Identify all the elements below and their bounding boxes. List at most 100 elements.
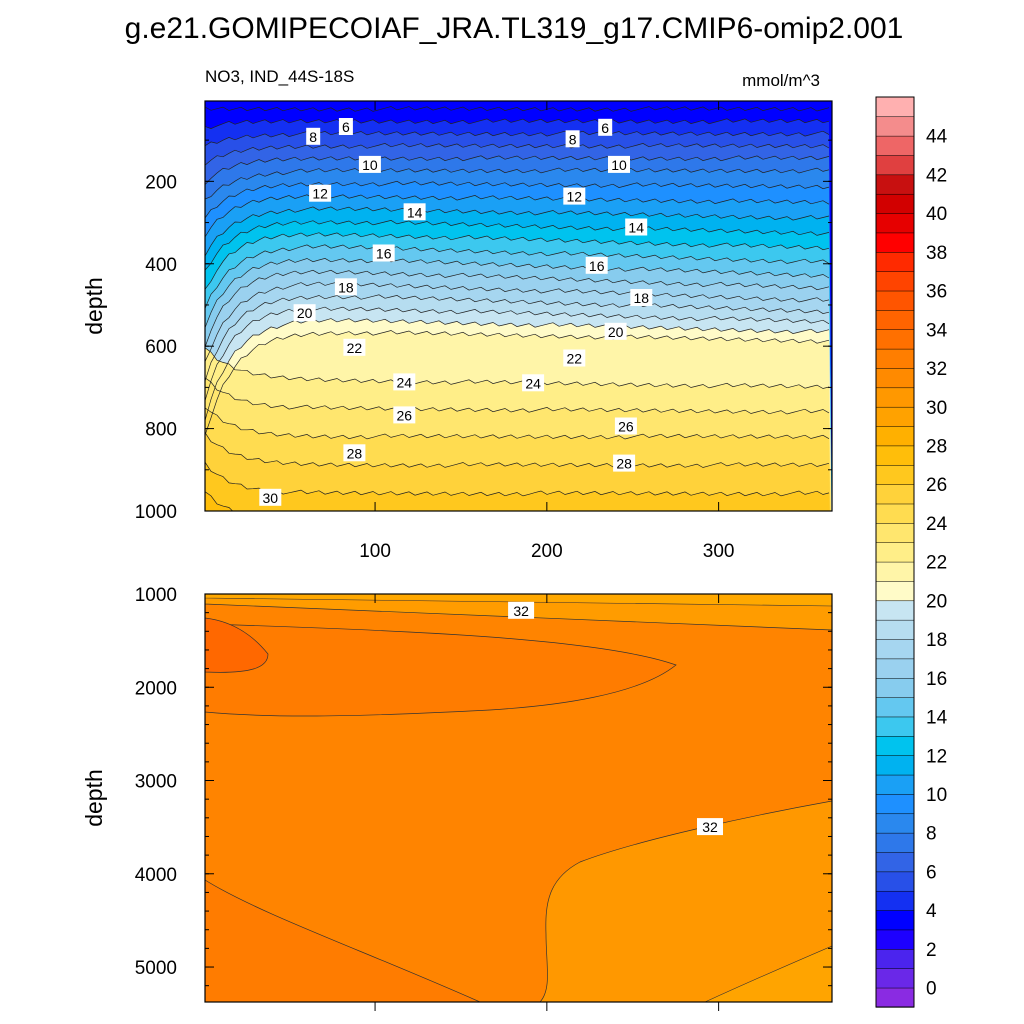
contour-label-text: 18 (338, 279, 354, 295)
top-contour-line (205, 206, 830, 257)
y-tick-label: 4000 (135, 865, 177, 886)
contour-label-text: 28 (347, 445, 363, 461)
contour-label: 14 (403, 203, 426, 221)
contour-label: 28 (613, 454, 636, 472)
top-contour-line (205, 330, 830, 436)
colorbar-swatch (875, 425, 915, 447)
x-tick-label: 300 (703, 541, 735, 562)
top-contour-line (205, 377, 830, 415)
colorbar-swatch (875, 406, 915, 427)
y-tick-label: 800 (145, 420, 177, 441)
colorbar-swatch (875, 251, 915, 272)
colorbar-swatch (875, 658, 915, 679)
contour-label-text: 8 (309, 129, 317, 145)
contour-label: 16 (372, 244, 395, 262)
colorbar-swatch (875, 987, 915, 1008)
top-contour-line (205, 520, 829, 553)
y-tick-label: 5000 (135, 958, 177, 979)
contour-label: 18 (334, 278, 357, 296)
bottom-y-axis-label: depth (81, 769, 107, 827)
colorbar-swatch (875, 96, 915, 118)
colorbar-swatch (875, 309, 915, 330)
colorbar-label: 0 (926, 979, 937, 1000)
colorbar-swatch (875, 774, 915, 795)
contour-label: 26 (393, 406, 416, 424)
colorbar-swatch (875, 290, 915, 311)
colorbar-swatch (875, 890, 915, 911)
chart-title: g.e21.GOMIPECOIAF_JRA.TL319_g17.CMIP6-om… (125, 12, 904, 45)
top-contour-lines (205, 106, 830, 553)
contour-label-text: 18 (634, 290, 650, 306)
top-contour-line (205, 143, 830, 166)
bottom-band (205, 623, 677, 717)
colorbar-label: 36 (926, 282, 947, 303)
top-contour-line (205, 180, 830, 219)
colorbar-swatch (875, 154, 915, 176)
colorbar-swatch (875, 948, 915, 969)
top-contour-line (205, 407, 830, 440)
contour-label-text: 20 (297, 305, 313, 321)
colorbar-swatch (875, 212, 915, 234)
colorbar-swatch (875, 929, 915, 950)
contour-label-text: 32 (513, 603, 529, 619)
colorbar-label: 20 (926, 591, 947, 612)
colorbar-label: 28 (926, 437, 947, 458)
colorbar-swatch (875, 174, 915, 195)
colorbar-label: 18 (926, 630, 947, 651)
contour-label: 12 (309, 184, 332, 202)
colorbar-label: 2 (926, 940, 937, 961)
contour-label: 8 (565, 130, 580, 148)
y-tick-label: 2000 (135, 678, 177, 699)
contour-label-text: 30 (263, 490, 279, 506)
contour-label-text: 16 (589, 258, 605, 274)
bottom-band (205, 879, 481, 1002)
top-axis-ticks: 200 400 600 800 1000 100 200 300 (135, 101, 832, 562)
colorbar-label: 30 (926, 398, 947, 419)
colorbar-label: 40 (926, 204, 947, 225)
colorbar-swatch (875, 909, 915, 931)
top-contour-line (205, 244, 830, 309)
panel-subtitle: NO3, IND_44S-18S (205, 67, 354, 86)
contour-label-text: 32 (702, 819, 718, 835)
contour-label-text: 28 (616, 456, 632, 472)
colorbar-swatch (875, 522, 915, 543)
contour-label: 26 (614, 417, 637, 435)
colorbar-swatch (875, 696, 915, 718)
contour-label: 10 (358, 155, 381, 173)
colorbar-swatch (875, 367, 915, 389)
contour-label: 24 (393, 373, 416, 391)
top-contour-line (205, 106, 830, 112)
colorbar-swatch (875, 600, 915, 621)
y-tick-label: 1000 (135, 502, 177, 523)
top-y-axis-label: depth (81, 277, 107, 335)
colorbar-swatch (875, 561, 915, 582)
colorbar-label: 12 (926, 746, 947, 767)
top-contour-line (205, 118, 830, 129)
top-contour-line (205, 461, 830, 497)
bottom-axis-ticks: 1000 2000 3000 4000 5000 (135, 585, 832, 1011)
top-contour-panel: 6 6 8 8 10 10 12 12 14 14 16 16 18 18 20 20 22 22 24 24 26 26… (135, 100, 833, 562)
top-contour-labels: 6 6 8 8 10 10 12 12 14 14 16 16 18 18 20 20 22 22 24 24 26 26… (259, 118, 653, 506)
colorbar-swatch (875, 832, 915, 853)
top-contour-line (205, 155, 830, 185)
colorbar-swatch (875, 232, 915, 253)
top-band (205, 491, 233, 511)
colorbar-swatch (875, 135, 915, 156)
colorbar-label: 6 (926, 863, 937, 884)
colorbar-swatch (875, 580, 915, 602)
top-contour-line (205, 220, 830, 271)
y-tick-label: 400 (145, 255, 177, 276)
colorbar-label: 16 (926, 669, 947, 690)
contour-label: 6 (598, 118, 613, 136)
top-contour-line (205, 294, 830, 382)
colorbar-swatch (875, 755, 915, 776)
contour-label: 22 (563, 349, 586, 367)
top-contour-line (205, 519, 829, 553)
contour-label: 16 (585, 256, 608, 274)
contour-label: 8 (306, 127, 321, 145)
colorbar-label: 4 (926, 901, 937, 922)
colorbar: 0246810121416182022242628303234363840424… (875, 96, 948, 1008)
x-tick-label: 100 (359, 541, 391, 562)
contour-label: 30 (259, 488, 282, 506)
colorbar-swatch (875, 387, 915, 408)
